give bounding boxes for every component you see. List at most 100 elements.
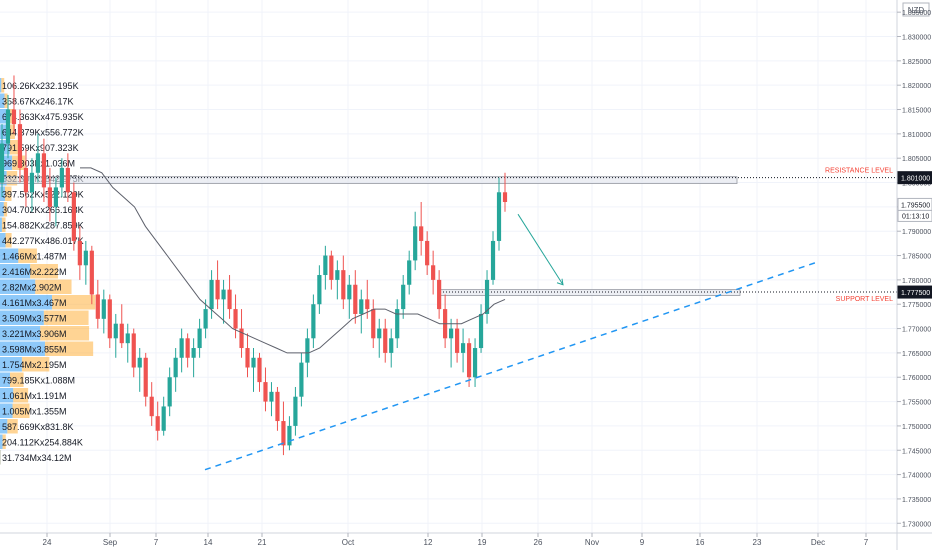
vp-down-bar xyxy=(1,78,5,93)
price-tick-label: 1.755000 xyxy=(902,400,931,407)
candle-body xyxy=(407,260,412,285)
vp-up-bar xyxy=(0,434,3,449)
candle-body xyxy=(389,338,394,353)
vp-up-bar xyxy=(0,109,9,124)
vp-up-bar xyxy=(0,78,2,93)
price-tick-label: 1.825000 xyxy=(902,59,931,66)
level-zones: RESISTANCE LEVEL SUPPORT LEVEL xyxy=(0,168,897,303)
vp-up-bar xyxy=(0,93,5,108)
time-tick-label: Oct xyxy=(342,538,355,547)
projection-arrow[interactable] xyxy=(517,213,564,286)
candle-body xyxy=(353,284,358,314)
time-tick-label: 26 xyxy=(534,538,543,547)
candle-body xyxy=(329,255,334,280)
moving-average-line xyxy=(80,167,506,354)
candle-body xyxy=(293,396,298,426)
vp-row-label: 1.061Mx1.191M xyxy=(2,391,67,401)
time-tick-label: Nov xyxy=(585,538,599,547)
candle-body xyxy=(0,143,5,183)
candle-body xyxy=(401,284,406,310)
vp-down-bar xyxy=(30,264,58,279)
candle-body xyxy=(299,362,304,397)
resistance-zone[interactable] xyxy=(0,176,738,184)
price-tick-label: 1.740000 xyxy=(902,473,931,480)
price-tick-label: 1.780000 xyxy=(902,278,931,285)
price-label-box xyxy=(897,285,932,299)
vp-up-bar xyxy=(0,202,4,217)
price-tick-label: 1.805000 xyxy=(902,156,931,163)
time-tick-label: 9 xyxy=(640,538,645,547)
vp-down-bar xyxy=(13,388,29,403)
price-tick-label: 1.785000 xyxy=(902,254,931,261)
price-tick-label: 1.835000 xyxy=(902,10,931,17)
vp-down-bar xyxy=(35,279,72,294)
ascending-trendline[interactable] xyxy=(204,262,816,471)
vp-down-bar xyxy=(21,357,50,372)
time-axis[interactable]: 24 Sep 7 14 21 Oct 12 19 26 Nov 9 16 23 Dec 7 xyxy=(0,532,932,547)
candle-body xyxy=(131,333,136,368)
moving-average-layer xyxy=(80,167,506,354)
price-tick-label: 1.790000 xyxy=(902,229,931,236)
candle-body xyxy=(167,377,172,407)
vp-up-bar xyxy=(0,248,19,263)
vp-up-bar xyxy=(0,264,31,279)
price-axis[interactable]: NZD 1.835000 1.830000 1.825000 1.820000 1.81… xyxy=(896,0,932,550)
candle-body xyxy=(203,309,208,329)
candle-body xyxy=(35,153,41,173)
vp-row-label: 799.185Kx1.088M xyxy=(2,376,75,386)
candle-body xyxy=(502,192,508,203)
candle-body xyxy=(125,333,130,344)
candle-body xyxy=(107,299,112,339)
candle-body xyxy=(179,338,184,358)
candle-body xyxy=(383,328,388,353)
vp-up-bar xyxy=(0,419,8,434)
vp-row-label: 3.221Mx3.906M xyxy=(2,329,67,339)
vp-row-label: 442.277Kx486.017K xyxy=(2,236,84,246)
candle-body xyxy=(449,328,454,339)
candle-body xyxy=(65,167,70,193)
vp-down-bar xyxy=(3,202,8,217)
candle-body xyxy=(233,309,238,329)
vp-row-label: 1.466Mx1.487M xyxy=(2,252,67,262)
candle-body xyxy=(413,226,418,261)
vp-up-bar xyxy=(0,341,45,356)
vp-up-bar xyxy=(0,233,6,248)
candle-body xyxy=(95,294,100,319)
candle-body xyxy=(155,416,160,431)
candle-body xyxy=(478,313,484,349)
time-tick-label: 14 xyxy=(204,538,213,547)
time-tick-label: 7 xyxy=(864,538,869,547)
candle-body xyxy=(311,304,316,339)
price-tick-label: 1.730000 xyxy=(902,521,931,528)
vp-up-bar xyxy=(0,279,36,294)
vp-row-label: 358.67Kx246.17K xyxy=(2,97,74,107)
candle-body xyxy=(490,240,496,280)
candle-body xyxy=(11,109,17,125)
price-tick-label: 1.745000 xyxy=(902,448,931,455)
candle-body xyxy=(419,226,424,241)
vp-row-label: 3.598Mx3.855M xyxy=(2,345,67,355)
candle-body xyxy=(269,391,274,402)
vp-up-bar xyxy=(0,124,9,139)
vp-up-bar xyxy=(0,403,13,418)
price-label-text: 1.801000 xyxy=(901,176,930,183)
candle-body xyxy=(466,343,472,378)
grid-layer xyxy=(0,0,897,533)
vp-up-bar xyxy=(0,140,10,155)
time-tick-label: 24 xyxy=(43,538,52,547)
candle-body xyxy=(460,343,466,353)
price-label-text: 1.777500 xyxy=(901,290,930,297)
candle-body xyxy=(89,250,94,295)
candle-body xyxy=(395,309,400,339)
candle-body xyxy=(281,421,286,446)
candle-body xyxy=(377,328,382,339)
vp-up-bar xyxy=(0,326,41,341)
vp-row-label: 587.669Kx831.8K xyxy=(2,422,74,432)
support-label: SUPPORT LEVEL xyxy=(836,296,893,303)
candle-body xyxy=(185,338,190,358)
vp-down-bar xyxy=(12,403,30,418)
time-tick-label: Dec xyxy=(811,538,825,547)
candle-body xyxy=(83,250,88,266)
candle-body xyxy=(71,192,76,241)
